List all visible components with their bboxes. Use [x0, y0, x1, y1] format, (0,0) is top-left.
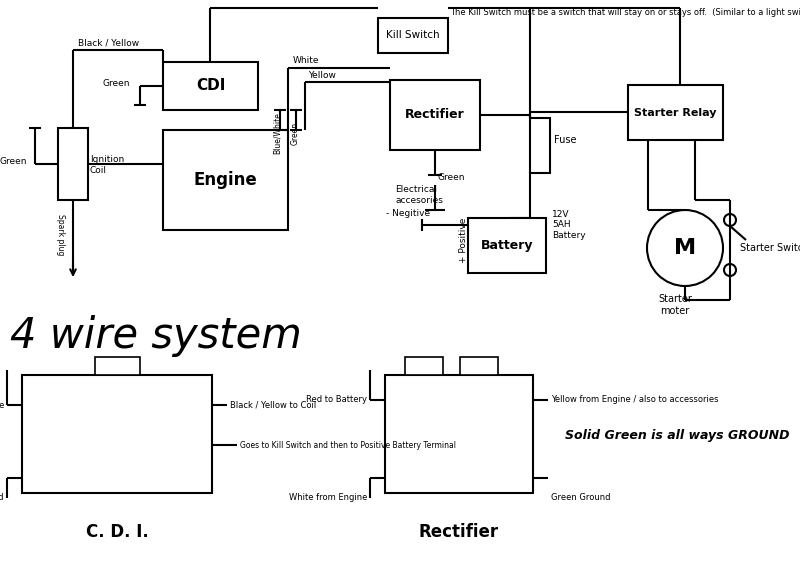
Text: Green: Green: [437, 173, 465, 182]
Bar: [95, 357, 140, 375]
Bar: [628, 85, 723, 140]
Bar: [58, 128, 88, 200]
Text: 12V
5AH
Battery: 12V 5AH Battery: [552, 210, 586, 240]
Bar: [22, 375, 212, 493]
Bar: [163, 130, 288, 230]
Text: CDI: CDI: [196, 79, 225, 93]
Text: Fuse: Fuse: [554, 135, 577, 145]
Text: C. D. I.: C. D. I.: [86, 523, 148, 541]
Bar: [530, 118, 550, 173]
Text: Electrical
accesories: Electrical accesories: [395, 185, 443, 205]
Text: Starter
moter: Starter moter: [658, 294, 692, 316]
Text: Starter Relay: Starter Relay: [634, 108, 717, 118]
Text: White: White: [293, 56, 319, 65]
Text: White from Engine: White from Engine: [289, 493, 367, 502]
Text: The Kill Switch must be a switch that will stay on or stays off.  (Similar to a : The Kill Switch must be a switch that wi…: [450, 8, 800, 17]
Text: Green Ground: Green Ground: [551, 493, 610, 502]
Text: Green: Green: [0, 158, 27, 166]
Bar: [163, 62, 258, 110]
Text: Kill Switch: Kill Switch: [386, 31, 440, 41]
Text: 4 wire system: 4 wire system: [10, 315, 302, 357]
Bar: [405, 357, 443, 375]
Bar: [385, 375, 533, 493]
Text: Black / Yellow to Coil: Black / Yellow to Coil: [230, 400, 316, 409]
Text: Blue/White: Blue/White: [273, 112, 282, 154]
Text: Rectifier: Rectifier: [419, 523, 499, 541]
Text: Ignition
Coil: Ignition Coil: [90, 155, 124, 175]
Text: Yellow from Engine / also to accessories: Yellow from Engine / also to accessories: [551, 396, 718, 405]
Text: Rectifier: Rectifier: [405, 109, 465, 122]
Text: M: M: [674, 238, 696, 258]
Bar: [460, 357, 498, 375]
Text: Battery: Battery: [481, 239, 534, 252]
Text: Solid Green is all ways GROUND: Solid Green is all ways GROUND: [565, 429, 790, 442]
Bar: [468, 218, 546, 273]
Text: Green Ground: Green Ground: [0, 493, 4, 502]
Text: + Positive: + Positive: [459, 218, 469, 263]
Text: Green: Green: [290, 122, 299, 145]
Text: Engine: Engine: [194, 171, 258, 189]
Text: Starter Switch: Starter Switch: [740, 243, 800, 253]
Text: - Negitive: - Negitive: [386, 209, 430, 218]
Bar: [378, 18, 448, 53]
Text: Green: Green: [102, 79, 130, 89]
Text: Black / Yellow: Black / Yellow: [78, 39, 139, 48]
Text: Blue / White from Engine: Blue / White from Engine: [0, 400, 4, 409]
Text: Red to Battery: Red to Battery: [306, 396, 367, 405]
Text: Goes to Kill Switch and then to Positive Battery Terminal: Goes to Kill Switch and then to Positive…: [240, 440, 456, 449]
Text: Yellow: Yellow: [308, 71, 336, 80]
Bar: [390, 80, 480, 150]
Text: Spark plug: Spark plug: [57, 214, 66, 256]
